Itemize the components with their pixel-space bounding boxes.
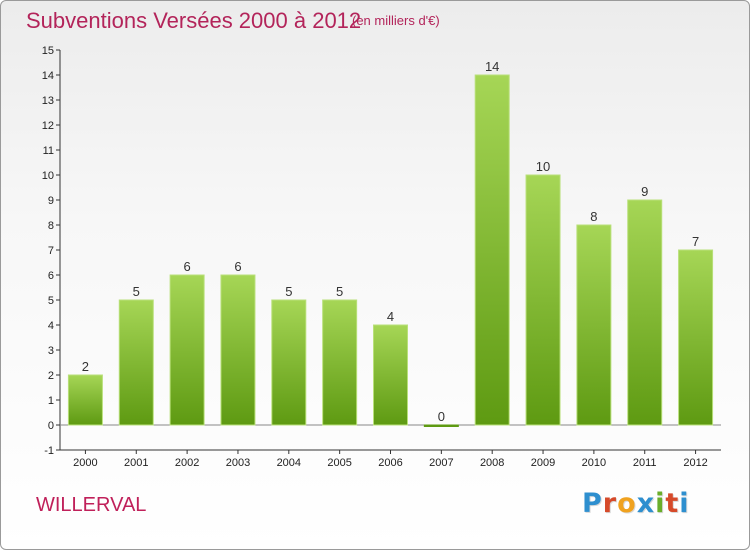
logo-letter: x: [636, 488, 656, 519]
value-label-2010: 8: [590, 209, 597, 224]
y-tick-label: 5: [48, 295, 54, 307]
y-tick-label: 1: [48, 395, 54, 407]
y-tick-label: 15: [42, 45, 54, 57]
bar-2011: [627, 199, 663, 426]
x-tick-label-2000: 2000: [73, 457, 97, 469]
x-tick-label-2012: 2012: [683, 457, 707, 469]
value-label-2007: 0: [438, 409, 445, 424]
bar-2002: [169, 274, 205, 426]
bar-2004: [271, 299, 307, 426]
logo-letter: r: [602, 488, 618, 519]
commune-name: WILLERVAL: [36, 494, 147, 516]
x-tick-label-2008: 2008: [480, 457, 504, 469]
y-tick-label: 14: [42, 70, 54, 82]
bar-2000: [67, 374, 103, 426]
logo-letter: i: [679, 488, 690, 519]
y-tick-label: 2: [48, 370, 54, 382]
x-tick-label-2010: 2010: [582, 457, 606, 469]
x-tick-label-2006: 2006: [378, 457, 402, 469]
x-tick-label-2004: 2004: [277, 457, 301, 469]
value-label-2008: 14: [485, 59, 499, 74]
bar-2008: [474, 74, 510, 426]
x-tick-label-2002: 2002: [175, 457, 199, 469]
logo-letter: t: [665, 488, 680, 519]
value-label-2002: 6: [183, 259, 190, 274]
y-tick-label: 6: [48, 270, 54, 282]
y-tick-label: -1: [44, 445, 54, 457]
y-tick-label: 13: [42, 95, 54, 107]
x-tick-label-2007: 2007: [429, 457, 453, 469]
bar-2006: [373, 324, 408, 426]
bar-2012: [678, 249, 714, 426]
logo-letter: o: [617, 488, 637, 519]
y-tick-label: 9: [48, 195, 54, 207]
y-tick-label: 10: [42, 170, 54, 182]
value-label-2000: 2: [82, 359, 89, 374]
x-tick-label-2005: 2005: [327, 457, 351, 469]
value-label-2001: 5: [133, 284, 140, 299]
y-tick-label: 0: [48, 420, 54, 432]
y-tick-label: 7: [48, 245, 54, 257]
x-tick-label-2009: 2009: [531, 457, 555, 469]
y-tick-label: 4: [48, 320, 54, 332]
y-tick-label: 3: [48, 345, 54, 357]
y-tick-label: 8: [48, 220, 54, 232]
chart-labels: 2 2000 5 2001 6 2002 6 2003 5 2004 5 2005 4 2006 0 2007…: [73, 59, 708, 469]
value-label-2009: 10: [536, 159, 550, 174]
value-label-2005: 5: [336, 284, 343, 299]
chart-unit: (en milliers d'€): [352, 13, 440, 28]
bar-2009: [525, 174, 561, 426]
chart-bars: [67, 74, 714, 427]
value-label-2012: 7: [692, 234, 699, 249]
logo-letter: P: [582, 488, 603, 519]
bar-2001: [118, 299, 154, 426]
bar-2010: [576, 224, 612, 426]
x-tick-label-2003: 2003: [226, 457, 250, 469]
value-label-2011: 9: [641, 184, 648, 199]
y-tick-label: 12: [42, 120, 54, 132]
chart-title: Subventions Versées 2000 à 2012: [26, 8, 362, 33]
y-tick-label: 11: [43, 145, 54, 157]
value-label-2004: 5: [285, 284, 292, 299]
bar-2005: [322, 299, 358, 426]
x-tick-label-2001: 2001: [124, 457, 148, 469]
bar-2003: [220, 274, 256, 426]
bar-2007: [423, 424, 459, 427]
proxiti-logo: Proxiti: [582, 488, 690, 519]
value-label-2006: 4: [387, 309, 394, 324]
x-tick-label-2011: 2011: [633, 457, 657, 469]
logo-letter: i: [655, 488, 666, 519]
value-label-2003: 6: [234, 259, 241, 274]
